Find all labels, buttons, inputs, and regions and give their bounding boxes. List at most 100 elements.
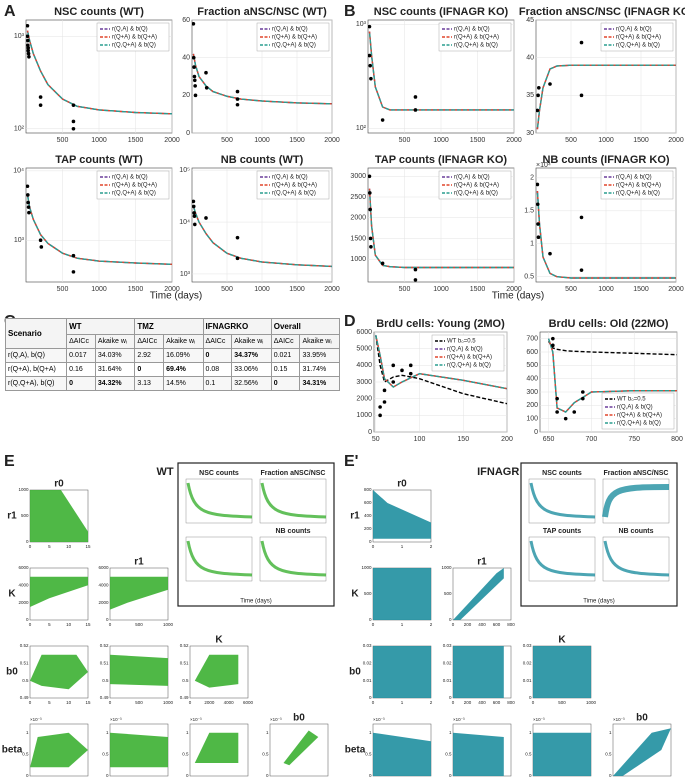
- x-tick-label: 1000: [91, 137, 107, 144]
- observation: [579, 40, 584, 45]
- observation: [235, 97, 240, 101]
- table-cell: r(Q,A), b(Q): [4, 348, 68, 363]
- header-cell: Overall: [270, 318, 341, 335]
- y-tick-label: 2500: [350, 194, 366, 201]
- y-tick-label: 1: [529, 730, 532, 735]
- legend-label: r(Q,A) & b(Q): [454, 175, 490, 181]
- y-tick-label: 0.52: [20, 643, 29, 648]
- x-tick-label: 1: [401, 544, 404, 549]
- legend-label: WT b₀=0.5: [617, 397, 646, 403]
- observation: [579, 215, 584, 220]
- y-tick-label: 6000: [356, 329, 372, 336]
- fit-band: [260, 540, 327, 577]
- y-tick-label: 0.03: [443, 643, 452, 648]
- observation: [408, 371, 413, 376]
- sample-cloud: [194, 732, 239, 763]
- y-tick-label: 2000: [98, 600, 109, 605]
- y-tick-label: 1: [106, 730, 109, 735]
- subheader-cell: ΔAICc: [202, 334, 233, 349]
- observation: [536, 235, 541, 239]
- observation: [413, 108, 418, 112]
- legend-label: WT b₀=0.5: [447, 339, 476, 345]
- y-tick-label: 10⁴: [179, 219, 190, 226]
- y-tick-label: 0.5: [262, 752, 269, 757]
- y-tick-label: 0.5: [22, 752, 29, 757]
- chart-title: Fraction aNSC/NSC (WT): [197, 6, 327, 18]
- x-tick-label: 800: [671, 436, 683, 443]
- inset-title: NSC counts: [199, 470, 239, 477]
- sample-cloud: [453, 646, 504, 698]
- table-cell: 0: [202, 348, 233, 363]
- observation: [579, 93, 584, 98]
- chart-title: NSC counts (WT): [54, 6, 144, 18]
- table-cell: 0.16: [66, 362, 96, 377]
- observation: [235, 89, 240, 94]
- x-tick-label: 2000: [506, 137, 522, 144]
- legend-label: r(Q,Q+A) & b(Q): [454, 191, 498, 197]
- y-tick-label: 0: [369, 617, 372, 622]
- y-tick-label: 1000: [18, 487, 29, 492]
- observation: [27, 210, 31, 215]
- series-group: [547, 336, 677, 421]
- sample-cloud: [283, 730, 319, 766]
- observation: [235, 235, 240, 240]
- y-tick-label: 0: [449, 773, 452, 777]
- var-label: r1: [7, 511, 17, 522]
- observation: [26, 205, 31, 209]
- x-tick-label: 400: [478, 700, 486, 705]
- x-axis-label: Time (days): [492, 291, 544, 302]
- sample-cloud: [110, 654, 168, 686]
- legend-label: r(Q,A) & b(Q): [272, 27, 308, 33]
- series-line: [368, 188, 514, 269]
- table-cell: 0: [66, 376, 96, 391]
- y-tick-label: 2000: [350, 215, 366, 222]
- y-tick-label: 0: [186, 130, 190, 137]
- observation: [380, 118, 385, 122]
- series-line: [26, 30, 172, 115]
- x-tick-label: 0: [452, 622, 455, 627]
- inset-title: Fraction aNSC/NSC: [261, 470, 326, 477]
- observation: [368, 53, 372, 58]
- y-tick-label: 40: [526, 55, 534, 62]
- observation: [551, 343, 555, 348]
- x-tick-label: 1000: [433, 137, 449, 144]
- fit-band: [602, 484, 670, 518]
- observation: [555, 396, 559, 401]
- subheader-cell: Akaike wᵢ: [94, 334, 136, 349]
- y-tick-label: 0: [106, 773, 109, 777]
- observation: [378, 405, 382, 409]
- observation: [204, 86, 209, 90]
- observation: [378, 413, 382, 418]
- series-line: [26, 194, 172, 265]
- series-line: [26, 194, 172, 265]
- legend-label: r(Q,A) & b(Q): [112, 27, 148, 33]
- observation: [536, 202, 540, 207]
- sample-cloud: [373, 646, 431, 698]
- y-exponent: ×10⁴: [536, 162, 551, 169]
- table-cell: 69.4%: [163, 362, 204, 377]
- observation: [369, 244, 373, 249]
- y-tick-label: 600: [364, 500, 372, 505]
- x-tick-label: 1000: [254, 286, 270, 293]
- x-tick-label: 1500: [633, 137, 649, 144]
- x-tick-label: 0: [109, 622, 112, 627]
- y-tick-label: 10³: [180, 271, 191, 278]
- fit-band: [260, 482, 327, 519]
- y-tick-label: 0.52: [180, 643, 189, 648]
- y-tick-label: 10²: [14, 126, 25, 133]
- y-tick-label: 4000: [98, 583, 109, 588]
- legend-label: r(Q,A) & b(Q): [447, 347, 483, 353]
- x-tick-label: 650: [543, 436, 555, 443]
- y-tick-label: 1: [609, 730, 612, 735]
- observation: [26, 48, 30, 53]
- x-tick-label: 2: [430, 622, 433, 627]
- table-cell: 0: [270, 376, 301, 391]
- y-tick-label: 1000: [350, 256, 366, 263]
- series-line: [547, 338, 677, 413]
- x-tick-label: 0: [29, 544, 32, 549]
- sample-cloud: [30, 576, 88, 607]
- observation: [551, 336, 555, 341]
- legend-label: r(Q+A) & b(Q+A): [616, 35, 661, 41]
- observation: [400, 368, 404, 373]
- legend-label: r(Q+A) & b(Q+A): [447, 355, 492, 361]
